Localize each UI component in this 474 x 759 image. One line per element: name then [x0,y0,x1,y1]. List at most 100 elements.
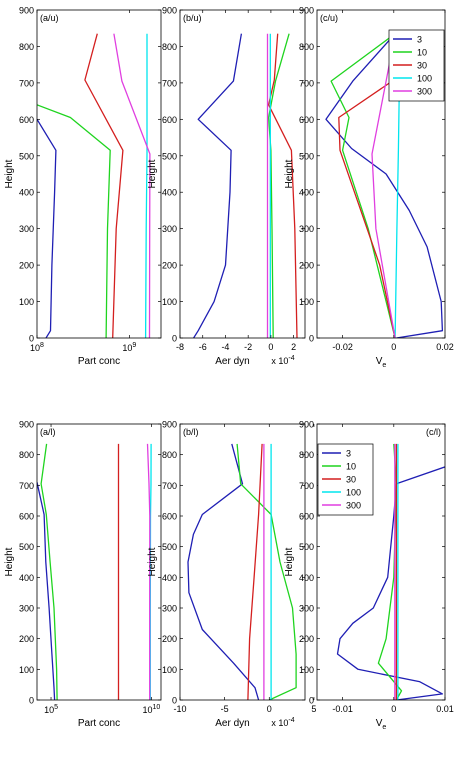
x-axis-label-subscript: e [382,362,386,369]
y-tick-label: 800 [299,450,314,460]
x-tick-label: 5 [311,704,316,714]
y-axis-label: Height [284,159,295,188]
series-line-3 [193,33,243,338]
y-axis-label: Height [4,547,15,576]
panel-c-u: 0 100 200 300 400 500 600 700 800 900 -0.02 0 0.02 (c… [284,6,454,370]
panel-annotation: (a/u) [40,13,59,23]
y-axis-label: Height [4,159,15,188]
series-line-300 [146,443,151,700]
x-axis-multiplier-exponent: -4 [288,355,294,362]
panel-annotation: (c/l) [426,427,441,437]
y-tick-label: 400 [299,188,314,198]
y-tick-label: 300 [19,604,34,614]
legend-label-100: 100 [346,488,361,498]
y-tick-label: 100 [162,665,177,675]
y-tick-label: 500 [162,151,177,161]
y-tick-label: 300 [162,224,177,234]
series-line-10 [40,443,58,700]
series-line-30 [267,33,298,338]
y-tick-label: 400 [162,188,177,198]
series-line-10 [37,104,111,338]
y-tick-label: 800 [299,42,314,52]
legend-label-10: 10 [417,48,427,58]
x-axis-label: Part conc [78,718,120,729]
x-tick-label: 0.02 [436,342,454,352]
y-tick-label: 800 [19,450,34,460]
series-line-10 [330,33,396,338]
y-tick-label: 600 [299,115,314,125]
y-tick-label: 600 [162,512,177,522]
y-axis-label: Height [147,547,158,576]
y-tick-label: 0 [309,696,314,706]
x-axis-label: Part conc [78,356,120,367]
x-tick-exponent: 9 [132,342,136,349]
y-tick-label: 500 [19,151,34,161]
y-tick-label: 200 [19,634,34,644]
y-tick-label: 600 [19,115,34,125]
y-axis-label: Height [284,547,295,576]
y-tick-label: 600 [299,512,314,522]
axes-frame [36,9,162,339]
y-tick-label: 900 [162,420,177,430]
x-tick-label: 0 [391,704,396,714]
y-tick-label: 100 [162,297,177,307]
y-tick-label: 300 [299,604,314,614]
y-tick-label: 200 [19,261,34,271]
y-tick-label: 500 [162,542,177,552]
series-line-100 [144,33,148,338]
y-tick-label: 400 [299,573,314,583]
x-tick-label: -0.01 [332,704,353,714]
y-tick-label: 700 [299,78,314,88]
y-tick-label: 500 [299,151,314,161]
y-tick-label: 200 [162,634,177,644]
series-line-30 [247,443,263,700]
y-tick-label: 900 [162,6,177,16]
axes-frame [316,9,446,339]
legend: 3 10 30 100 300 [388,29,445,102]
y-tick-label: 100 [299,665,314,675]
x-tick-label: 0.01 [436,704,454,714]
legend-label-100: 100 [417,74,432,84]
axes-frame [179,423,306,701]
series-line-3 [187,443,260,700]
y-tick-label: 900 [299,420,314,430]
legend-label-3: 3 [417,35,422,45]
x-tick-label: -0.02 [332,342,353,352]
legend-label-30: 30 [346,475,356,485]
x-tick-label: 108 [30,342,44,353]
panel-annotation: (a/l) [40,427,56,437]
y-tick-label: 800 [162,42,177,52]
y-tick-label: 0 [29,334,34,344]
y-tick-label: 600 [162,115,177,125]
x-tick-label: -8 [176,342,184,352]
series-line-300 [113,33,151,338]
x-tick-label: 0 [268,342,273,352]
x-tick-exponent: 8 [40,342,44,349]
x-axis-label: Ve [376,356,387,369]
panel-a-u: 0 100 200 300 400 500 600 700 800 900 108 109 (a/u) P… [4,6,162,367]
x-axis-label-subscript: e [382,724,386,731]
y-tick-label: 0 [172,334,177,344]
y-tick-label: 0 [309,334,314,344]
axes-frame [316,423,446,701]
x-tick-label: -5 [221,704,229,714]
y-tick-label: 300 [299,224,314,234]
y-tick-label: 0 [172,696,177,706]
y-tick-label: 100 [19,665,34,675]
x-tick-label: 2 [291,342,296,352]
y-tick-label: 200 [299,261,314,271]
panel-annotation: (c/u) [320,13,338,23]
series-line-3 [37,482,56,700]
y-tick-label: 500 [19,542,34,552]
y-tick-label: 400 [162,573,177,583]
y-tick-label: 800 [162,450,177,460]
panel-annotation: (b/u) [183,13,202,23]
series-line-30 [84,33,124,338]
legend-label-10: 10 [346,462,356,472]
panel-c-l: 0 100 200 300 400 500 600 700 800 900 -0.01 0 0.01 (c… [284,420,454,732]
x-axis-multiplier: x 10-4 [271,717,294,728]
y-tick-label: 700 [162,78,177,88]
y-tick-label: 300 [19,224,34,234]
